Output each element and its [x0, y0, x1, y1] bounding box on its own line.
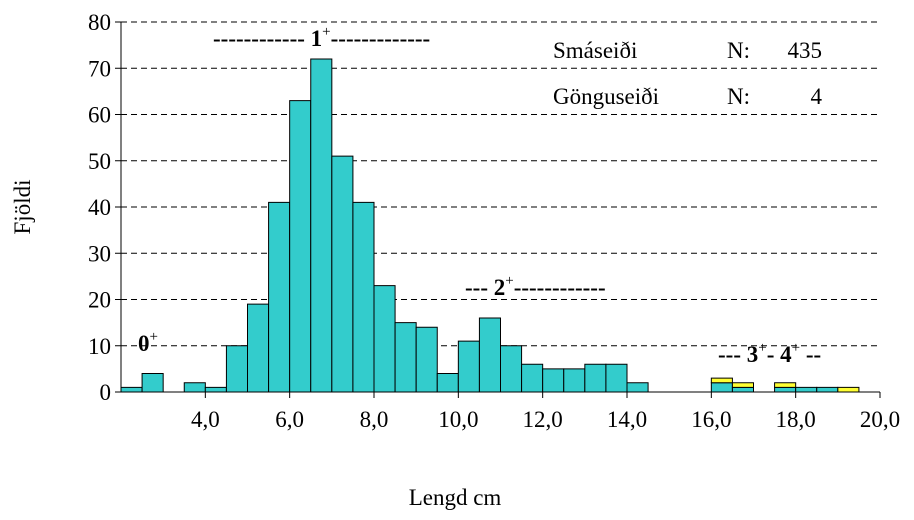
bar [626, 382, 649, 393]
annotation-sup: + [758, 340, 766, 356]
x-tick-label: 8,0 [360, 407, 389, 432]
annotation-sup: + [505, 273, 513, 289]
bar [478, 317, 501, 393]
bar [268, 201, 291, 393]
bar [141, 373, 164, 393]
bar [563, 368, 586, 393]
y-tick-label: 0 [100, 380, 112, 405]
annotation-text: - 4 [767, 342, 792, 367]
legend-n: 435 [788, 38, 823, 63]
bar [795, 386, 818, 393]
x-tick-label: 12,0 [523, 407, 563, 432]
x-tick-label: 18,0 [776, 407, 816, 432]
legend-n: 4 [811, 84, 823, 109]
annotation-text: --- 2 [465, 275, 505, 300]
bar [352, 201, 375, 393]
y-tick-label: 60 [88, 103, 111, 128]
bar [731, 386, 755, 393]
x-axis-label: Lengd cm [409, 485, 502, 510]
bar [542, 368, 565, 393]
bar [436, 373, 459, 393]
bar [774, 386, 797, 393]
y-tick-label: 20 [88, 288, 111, 313]
bar [837, 386, 860, 393]
bar [500, 345, 523, 393]
annotation: --- 3+- 4+ -- [718, 340, 821, 367]
annotation: --- 2+------------ [465, 273, 606, 300]
bar [584, 363, 607, 393]
y-tick-label: 40 [88, 195, 111, 220]
bar [120, 386, 143, 393]
bar [774, 382, 797, 388]
bar [310, 58, 333, 393]
bar [521, 363, 544, 393]
annotation-text: 0 [138, 331, 150, 356]
x-tick-label: 16,0 [691, 407, 731, 432]
annotation-text: -- [800, 342, 821, 367]
bar [605, 363, 628, 393]
legend-n-label: N: [727, 84, 750, 109]
annotation-text: ------------ [514, 275, 606, 300]
bar [457, 340, 480, 393]
legend-name: Smáseiði [553, 38, 637, 63]
bar [415, 326, 438, 393]
x-tick-label: 6,0 [275, 407, 304, 432]
bar [394, 322, 417, 393]
y-tick-label: 50 [88, 149, 111, 174]
x-tick-label: 14,0 [607, 407, 647, 432]
bar [204, 386, 227, 393]
annotation: 0+ [138, 329, 158, 356]
bar [710, 377, 733, 384]
annotation-sup: + [150, 329, 158, 345]
y-tick-label: 30 [88, 241, 111, 266]
annotation-text: --- 3 [718, 342, 758, 367]
bar [731, 382, 755, 388]
x-tick-label: 10,0 [438, 407, 478, 432]
bar [710, 382, 733, 393]
bar [373, 285, 396, 393]
annotation-text: ------------ 1 [213, 26, 322, 51]
legend-name: Gönguseiði [553, 84, 659, 109]
y-tick-label: 10 [88, 334, 111, 359]
legend-n-label: N: [727, 38, 750, 63]
bar [816, 386, 839, 393]
annotation-sup: + [792, 340, 800, 356]
bar [247, 303, 270, 393]
y-tick-label: 80 [88, 10, 111, 35]
bar [289, 100, 312, 393]
y-tick-label: 70 [88, 56, 111, 81]
bar [331, 155, 354, 393]
bar [225, 345, 249, 393]
annotation: ------------ 1+------------- [213, 24, 430, 51]
annotation-text: ------------- [331, 26, 431, 51]
y-axis-label: Fjöldi [10, 180, 35, 235]
annotation-sup: + [322, 24, 330, 40]
x-tick-label: 4,0 [191, 407, 220, 432]
bar [183, 382, 206, 393]
x-tick-label: 20,0 [860, 407, 900, 432]
